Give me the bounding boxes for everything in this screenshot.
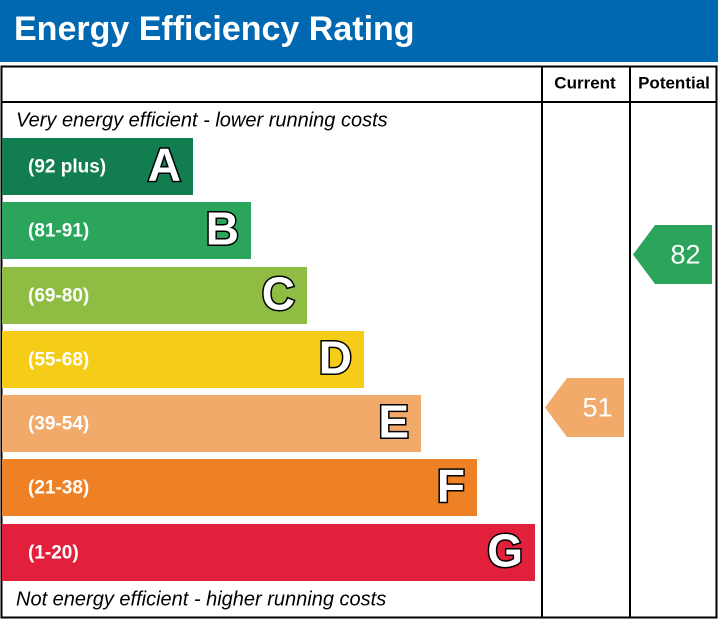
band-range: (21-38): [28, 478, 89, 499]
band-bar: [2, 331, 364, 388]
band-range: (81-91): [28, 221, 89, 242]
band-range: (55-68): [28, 350, 89, 371]
band-range: (1-20): [28, 543, 79, 564]
top-note: Very energy efficient - lower running co…: [16, 109, 388, 131]
band-letter: A: [148, 139, 181, 191]
column-header: Potential: [638, 73, 710, 92]
band-bar: [2, 267, 307, 324]
band-bar: [2, 524, 535, 581]
band-bar: [2, 138, 193, 195]
band-bar: [2, 395, 421, 452]
band-letter: G: [487, 525, 523, 577]
band-range: (69-80): [28, 286, 89, 307]
header-bar: [0, 0, 718, 62]
table-border: [0, 65, 718, 619]
band-letter: D: [319, 332, 352, 384]
band-letter: E: [378, 396, 409, 448]
band-letter: B: [206, 203, 239, 255]
rating-value: 51: [582, 393, 612, 423]
bottom-note: Not energy efficient - higher running co…: [16, 588, 386, 610]
band-bar: [2, 202, 251, 259]
title: Energy Efficiency Rating: [14, 10, 415, 48]
band-letter: C: [262, 268, 295, 320]
band-range: (92 plus): [28, 157, 106, 178]
rating-arrow: [545, 378, 624, 437]
rating-value: 82: [670, 240, 700, 270]
band-bar: [2, 459, 477, 516]
band-range: (39-54): [28, 414, 89, 435]
column-header: Current: [554, 73, 616, 92]
rating-arrow: [633, 225, 712, 284]
band-letter: F: [437, 460, 465, 512]
